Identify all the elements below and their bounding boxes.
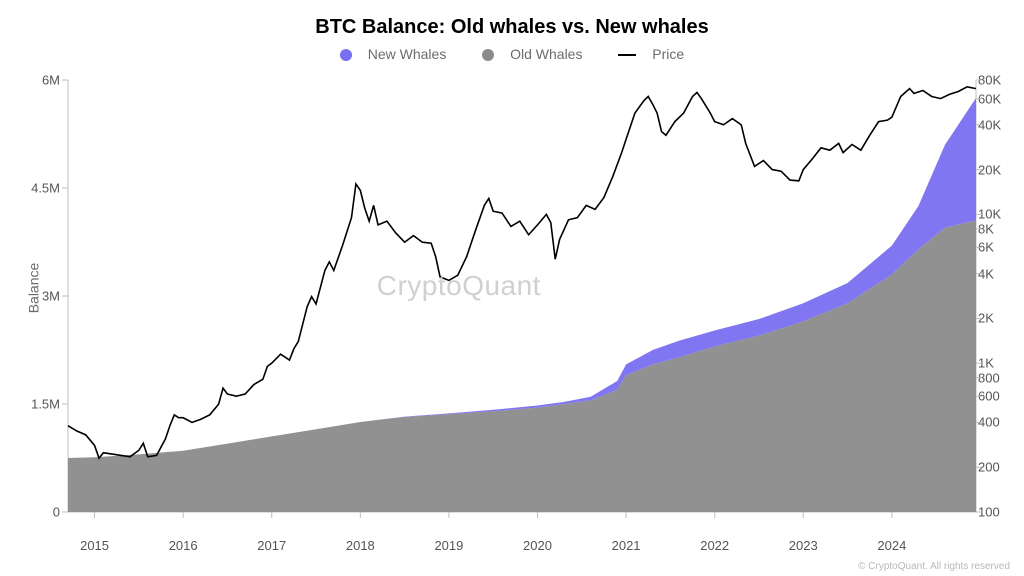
y-left-tick-label: 1.5M	[31, 397, 60, 412]
y-left-tick-label: 6M	[42, 73, 60, 88]
x-tick-label: 2019	[434, 538, 463, 553]
legend-new-whales-label: New Whales	[368, 46, 447, 62]
x-tick-label: 2020	[523, 538, 552, 553]
copyright: © CryptoQuant. All rights reserved	[858, 561, 1010, 572]
chart-container: BTC Balance: Old whales vs. New whales N…	[0, 0, 1024, 576]
new-whales-swatch	[340, 49, 352, 61]
x-tick-label: 2022	[700, 538, 729, 553]
y-left-tick-label: 0	[53, 505, 60, 520]
chart-plot-area	[68, 80, 976, 512]
x-tick-label: 2016	[169, 538, 198, 553]
legend-old-whales-label: Old Whales	[510, 46, 582, 62]
price-dash	[618, 54, 636, 56]
x-tick-label: 2023	[789, 538, 818, 553]
chart-title: BTC Balance: Old whales vs. New whales	[0, 16, 1024, 39]
x-tick-label: 2018	[346, 538, 375, 553]
legend-new-whales: New Whales	[332, 46, 458, 62]
legend-price: Price	[610, 46, 692, 62]
y-left-ticks: 0 1.5M 3M 4.5M 6M	[0, 0, 60, 576]
chart-legend: New Whales Old Whales Price	[0, 46, 1024, 62]
x-tick-label: 2021	[612, 538, 641, 553]
x-tick-label: 2015	[80, 538, 109, 553]
x-tick-label: 2024	[877, 538, 906, 553]
x-tick-label: 2017	[257, 538, 286, 553]
legend-price-label: Price	[652, 46, 684, 62]
legend-old-whales: Old Whales	[474, 46, 594, 62]
old-whales-swatch	[482, 49, 494, 61]
y-left-tick-label: 3M	[42, 289, 60, 304]
y-left-tick-label: 4.5M	[31, 181, 60, 196]
x-ticks: 2015 2016 2017 2018 2019 2020 2021 2022 2023 2024	[0, 538, 1024, 558]
y-right-ticks: 1002004006008001K2K4K6K8K10K20K40K60K80K	[978, 0, 1024, 576]
